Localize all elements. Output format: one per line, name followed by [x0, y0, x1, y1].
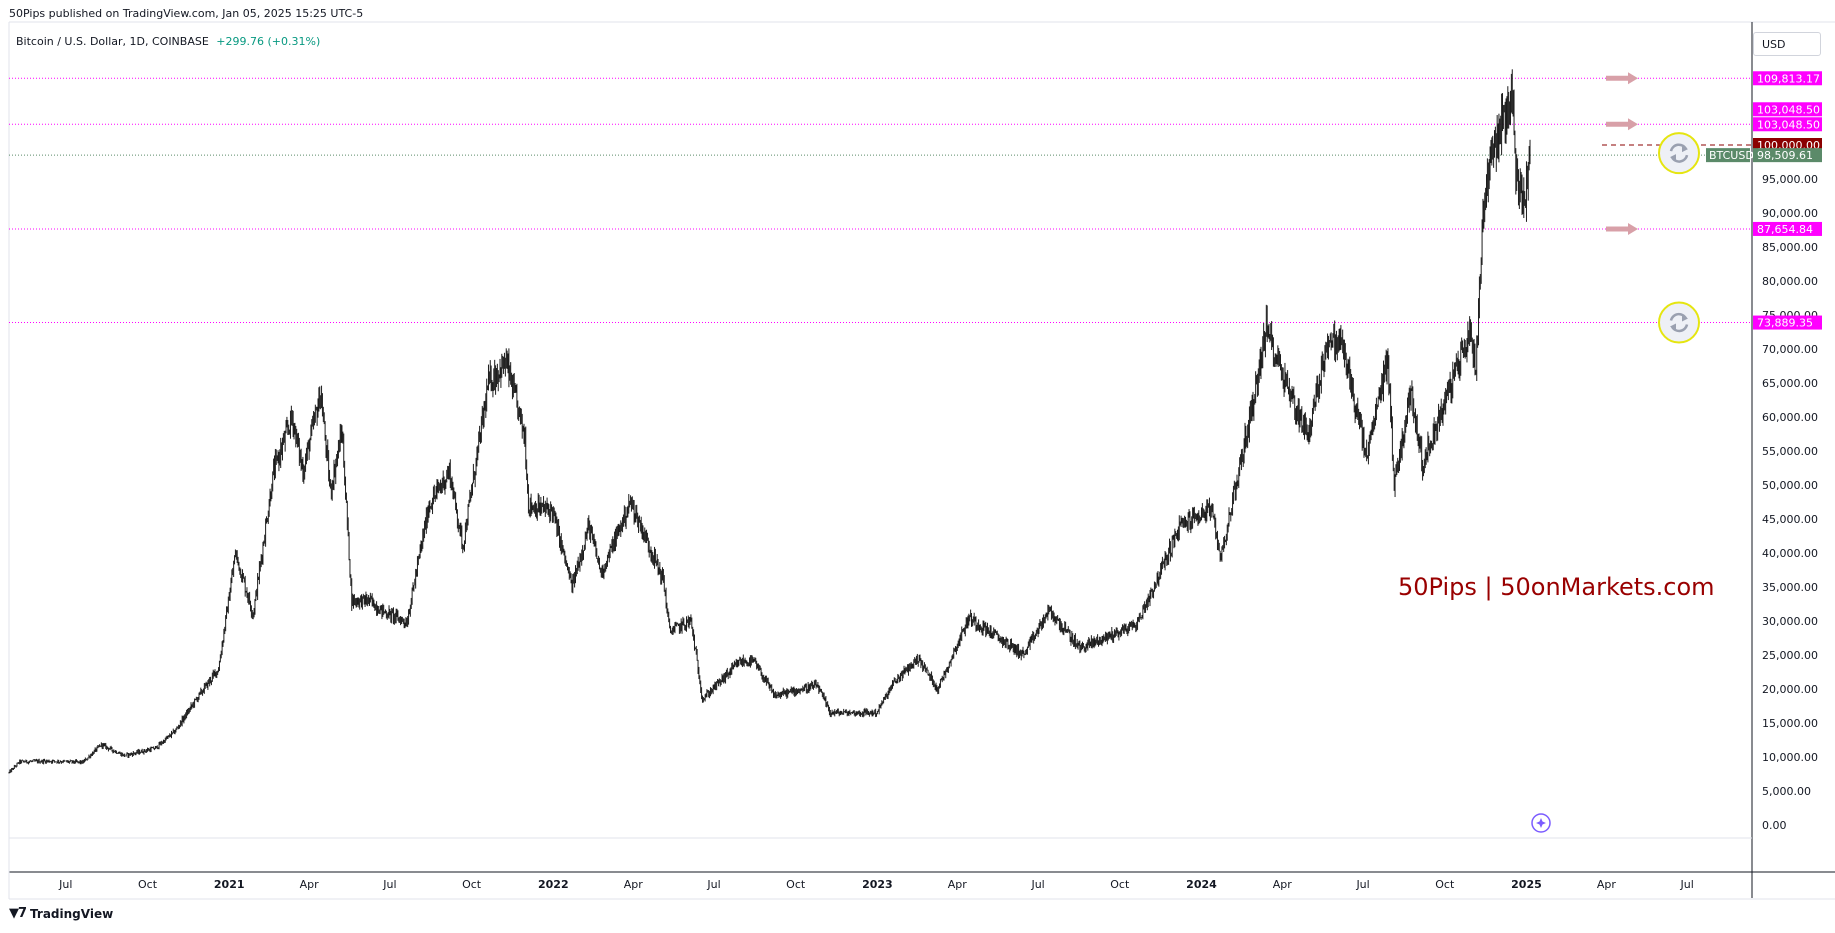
- tradingview-logo-icon: ▼7: [9, 906, 27, 921]
- refresh-icon-ring: [1658, 132, 1700, 175]
- level-arrow-icon: [1606, 222, 1638, 235]
- price-label-badge-bg: [1753, 102, 1822, 117]
- time-tick-label: Oct: [462, 878, 482, 891]
- price-tick-label: 15,000.00: [1762, 717, 1818, 730]
- price-tick-label: 80,000.00: [1762, 275, 1818, 288]
- time-tick-label: Jul: [1680, 878, 1694, 891]
- time-tick-label: Apr: [948, 878, 968, 891]
- publisher-line: 50Pips published on TradingView.com, Jan…: [9, 7, 364, 20]
- price-tick-label: 60,000.00: [1762, 411, 1818, 424]
- time-tick-label: Oct: [786, 878, 806, 891]
- symbol-tag: BTCUSD: [1709, 149, 1754, 162]
- price-tick-label: 90,000.00: [1762, 207, 1818, 220]
- price-tick-label: 25,000.00: [1762, 649, 1818, 662]
- price-tick-label: 70,000.00: [1762, 343, 1818, 356]
- time-axis[interactable]: Jul Oct 2021 Apr Jul Oct 2022 Apr Jul Oct 2023 Apr J…: [58, 878, 1694, 891]
- brand-name: TradingView: [30, 906, 114, 921]
- level-price-badge: 73,889.35: [1757, 317, 1813, 330]
- currency-selector[interactable]: USD: [1753, 32, 1821, 56]
- time-tick-label: Oct: [138, 878, 158, 891]
- level-price-badge-bg: [1753, 221, 1822, 236]
- level-arrow-icon: [1606, 118, 1638, 131]
- refresh-icon-head: [1682, 314, 1688, 322]
- time-tick-label: Jul: [1030, 878, 1044, 891]
- annotations: 50Pips | 50onMarkets.com: [1398, 132, 1715, 833]
- price-tick-label: 40,000.00: [1762, 547, 1818, 560]
- candles: [8, 69, 1531, 774]
- refresh-icon: [1658, 132, 1700, 175]
- sparkle-icon: [1531, 813, 1551, 833]
- price-tick-label: 0.00: [1762, 819, 1787, 832]
- price-axis[interactable]: 0.00 5,000.00 10,000.00 15,000.00 20,000.00 2…: [1762, 173, 1818, 832]
- last-price-badge: 98,509.61: [1757, 149, 1813, 162]
- level-price-badge: 103,048.50: [1757, 118, 1820, 131]
- tradingview-brand[interactable]: ▼7 TradingView: [9, 906, 113, 921]
- time-tick-label: 2025: [1511, 878, 1542, 891]
- price-tick-label: 50,000.00: [1762, 479, 1818, 492]
- level-price-badge-bg: [1753, 117, 1822, 132]
- time-tick-label: Jul: [382, 878, 396, 891]
- time-tick-label: 2024: [1186, 878, 1217, 891]
- refresh-icon: [1658, 301, 1700, 344]
- price-badges: 109,813.17 103,048.50 87,654.84 73,889.35 10…: [1706, 71, 1822, 330]
- time-tick-label: Apr: [624, 878, 644, 891]
- level-price-badge: 109,813.17: [1757, 72, 1820, 85]
- price-tick-label: 45,000.00: [1762, 513, 1818, 526]
- price-tick-label: 30,000.00: [1762, 615, 1818, 628]
- time-tick-label: Oct: [1435, 878, 1455, 891]
- time-tick-label: 2022: [538, 878, 569, 891]
- refresh-icon-ring: [1658, 301, 1700, 344]
- time-tick-label: Apr: [1597, 878, 1617, 891]
- support-resistance-levels: [9, 72, 1752, 324]
- time-tick-label: Jul: [1355, 878, 1369, 891]
- level-arrow-icon: [1606, 72, 1638, 85]
- level-price-badge-bg: [1753, 71, 1822, 86]
- price-tick-label: 65,000.00: [1762, 377, 1818, 390]
- level-price-badge-bg: [1753, 315, 1822, 330]
- refresh-icon-head: [1670, 154, 1676, 162]
- refresh-icon-head: [1682, 145, 1688, 153]
- price-tick-label: 20,000.00: [1762, 683, 1818, 696]
- refresh-icon-head: [1670, 323, 1676, 331]
- time-tick-label: Apr: [1273, 878, 1293, 891]
- price-tick-label: 95,000.00: [1762, 173, 1818, 186]
- time-tick-label: 2023: [862, 878, 893, 891]
- time-tick-label: Jul: [706, 878, 720, 891]
- watermark-text: 50Pips | 50onMarkets.com: [1398, 573, 1715, 601]
- last-price-badge-bg: [1753, 148, 1822, 163]
- price-tick-label: 55,000.00: [1762, 445, 1818, 458]
- price-tick-label: 85,000.00: [1762, 241, 1818, 254]
- price-tick-label: 10,000.00: [1762, 751, 1818, 764]
- price-tick-label: 35,000.00: [1762, 581, 1818, 594]
- price-label-badge: 103,048.50: [1757, 103, 1820, 116]
- symbol-tag-bg: [1706, 148, 1750, 163]
- price-change: +299.76 (+0.31%): [216, 35, 321, 48]
- price-tick-label: 5,000.00: [1762, 785, 1811, 798]
- time-tick-label: Oct: [1110, 878, 1130, 891]
- time-tick-label: Jul: [58, 878, 72, 891]
- symbol-legend[interactable]: Bitcoin / U.S. Dollar, 1D, COINBASE +299…: [16, 35, 320, 48]
- time-tick-label: 2021: [214, 878, 245, 891]
- symbol-title: Bitcoin / U.S. Dollar, 1D, COINBASE: [16, 35, 209, 48]
- chart-frame: [8, 21, 1835, 900]
- level-price-badge: 87,654.84: [1757, 223, 1813, 236]
- time-tick-label: Apr: [300, 878, 320, 891]
- sparkle-icon-star: [1536, 818, 1546, 828]
